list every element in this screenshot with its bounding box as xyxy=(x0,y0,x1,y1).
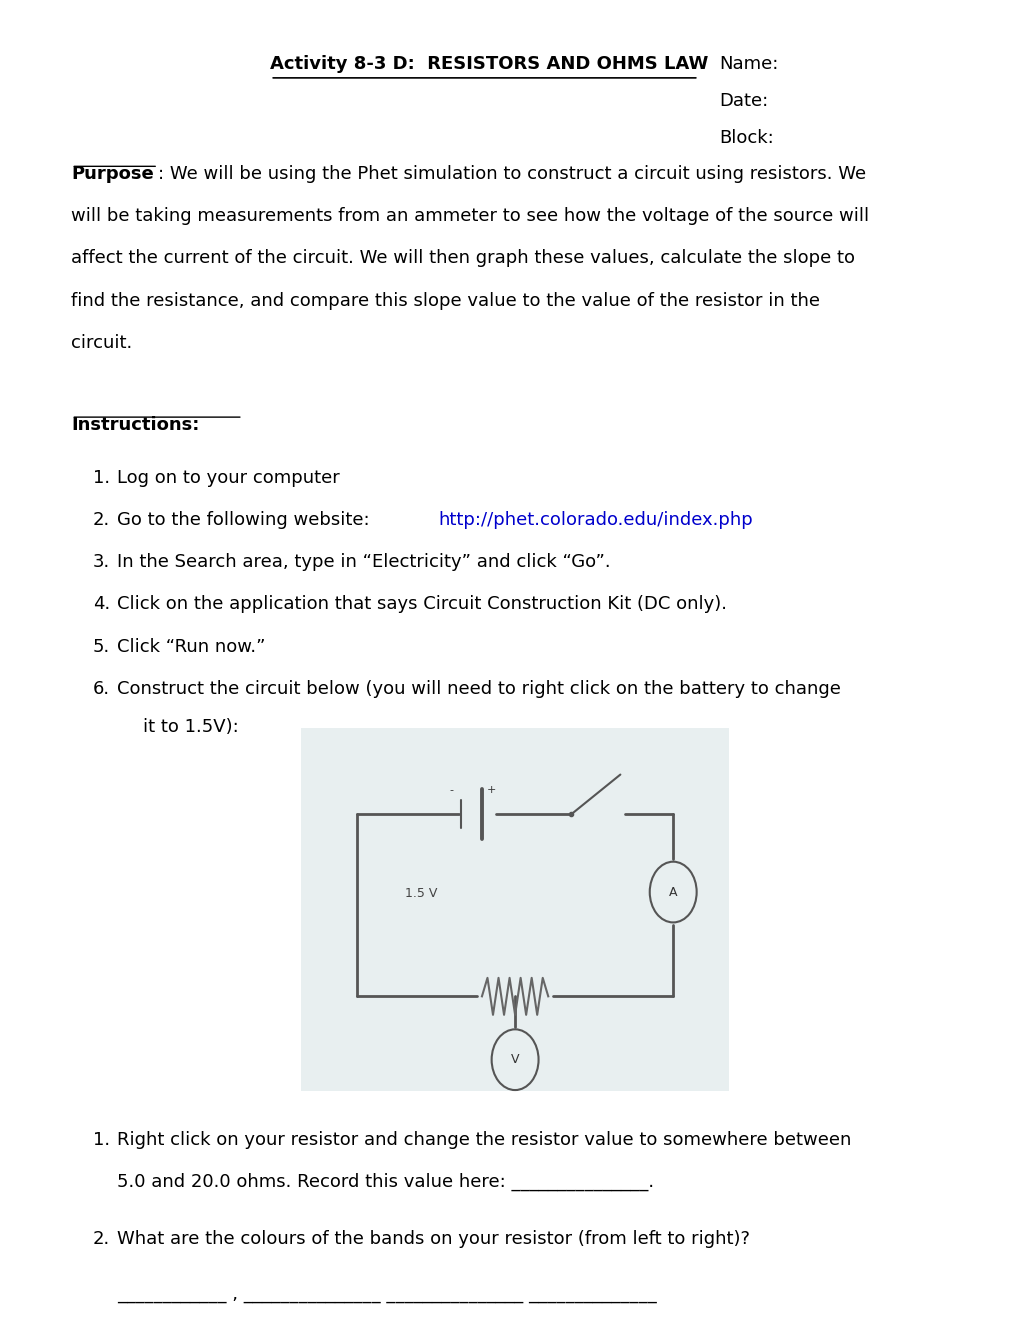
Text: circuit.: circuit. xyxy=(71,334,132,352)
Text: 6.: 6. xyxy=(93,680,110,698)
Text: In the Search area, type in “Electricity” and click “Go”.: In the Search area, type in “Electricity… xyxy=(117,553,610,572)
Text: Construct the circuit below (you will need to right click on the battery to chan: Construct the circuit below (you will ne… xyxy=(117,680,841,698)
Text: 3.: 3. xyxy=(93,553,110,572)
Circle shape xyxy=(649,862,696,923)
Text: affect the current of the circuit. We will then graph these values, calculate th: affect the current of the circuit. We wi… xyxy=(71,249,855,268)
Text: Right click on your resistor and change the resistor value to somewhere between: Right click on your resistor and change … xyxy=(117,1131,851,1148)
Text: 4.: 4. xyxy=(93,595,110,614)
Text: find the resistance, and compare this slope value to the value of the resistor i: find the resistance, and compare this sl… xyxy=(71,292,819,310)
Text: it to 1.5V):: it to 1.5V): xyxy=(143,718,238,735)
Text: Date:: Date: xyxy=(718,91,767,110)
Text: 2.: 2. xyxy=(93,1230,110,1249)
Text: Block:: Block: xyxy=(718,128,773,147)
Text: A: A xyxy=(668,886,677,899)
Text: 1.5 V: 1.5 V xyxy=(405,887,437,900)
Text: http://phet.colorado.edu/index.php: http://phet.colorado.edu/index.php xyxy=(438,511,753,529)
Text: Go to the following website:: Go to the following website: xyxy=(117,511,375,529)
Text: Click on the application that says Circuit Construction Kit (DC only).: Click on the application that says Circu… xyxy=(117,595,727,614)
Text: 1.: 1. xyxy=(93,469,110,487)
Circle shape xyxy=(491,1030,538,1090)
Text: ____________ , _______________ _______________ ______________: ____________ , _______________ _________… xyxy=(117,1286,656,1303)
Text: Click “Run now.”: Click “Run now.” xyxy=(117,638,266,656)
Text: Activity 8-3 D:  RESISTORS AND OHMS LAW: Activity 8-3 D: RESISTORS AND OHMS LAW xyxy=(270,54,708,73)
FancyBboxPatch shape xyxy=(301,729,729,1092)
Text: -: - xyxy=(449,785,453,796)
Text: Name:: Name: xyxy=(718,54,777,73)
Text: 2.: 2. xyxy=(93,511,110,529)
Text: 5.0 and 20.0 ohms. Record this value here: _______________.: 5.0 and 20.0 ohms. Record this value her… xyxy=(117,1173,654,1192)
Text: +: + xyxy=(486,785,495,796)
Text: Instructions:: Instructions: xyxy=(71,416,200,434)
Text: 1.: 1. xyxy=(93,1131,110,1148)
Text: Purpose: Purpose xyxy=(71,165,154,183)
Text: Log on to your computer: Log on to your computer xyxy=(117,469,339,487)
Text: What are the colours of the bands on your resistor (from left to right)?: What are the colours of the bands on you… xyxy=(117,1230,750,1249)
Text: V: V xyxy=(511,1053,519,1067)
Text: : We will be using the Phet simulation to construct a circuit using resistors. W: : We will be using the Phet simulation t… xyxy=(158,165,865,183)
Text: will be taking measurements from an ammeter to see how the voltage of the source: will be taking measurements from an amme… xyxy=(71,207,868,226)
Text: 5.: 5. xyxy=(93,638,110,656)
